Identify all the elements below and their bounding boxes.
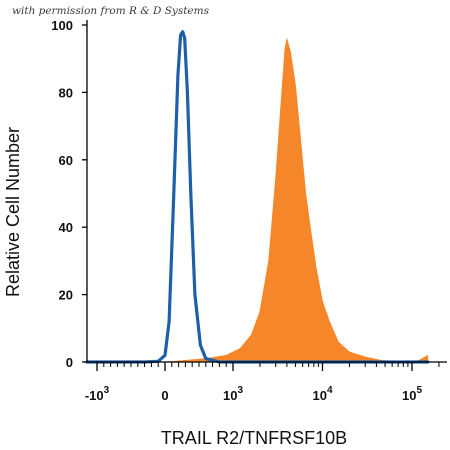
y-tick-label: 100 [51,18,73,33]
y-tick-label: 80 [59,85,73,100]
y-axis-title: Relative Cell Number [3,127,23,297]
y-tick-label: 40 [59,220,73,235]
y-tick-label: 0 [66,355,73,370]
histogram-sample-fill [87,38,429,363]
labels-layer: Relative Cell Number TRAIL R2/TNFRSF10B [3,127,347,448]
x-tick-label: 105 [402,385,422,403]
series-layer [85,30,430,364]
watermark-text: with permission from R & D Systems [12,5,209,17]
y-tick-label: 60 [59,153,73,168]
x-tick-label: -103 [85,385,110,403]
y-tick-label: 20 [59,288,73,303]
x-tick-label: 103 [223,385,243,403]
x-axis-title: TRAIL R2/TNFRSF10B [161,428,347,448]
x-tick-label: 0 [161,388,168,403]
axes-layer: 0 20 40 60 80 100 -103 0 103 104 105 [51,18,447,403]
x-tick-label: 104 [312,385,332,403]
histogram-control-line [85,30,430,364]
